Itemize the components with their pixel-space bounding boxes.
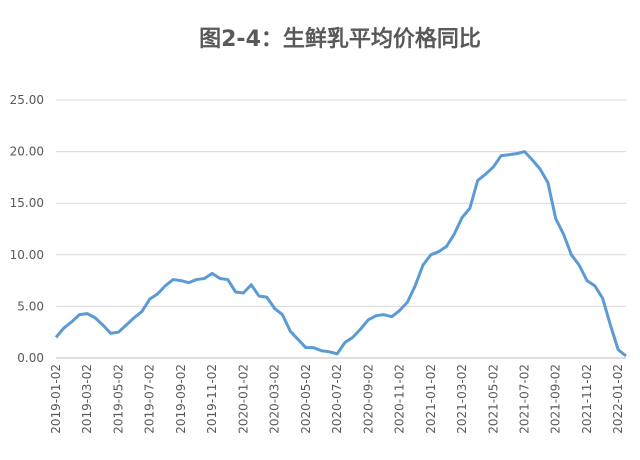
x-tick-label: 2021-01-02: [424, 364, 438, 434]
x-tick-label: 2021-03-02: [455, 364, 469, 434]
y-tick-label: 10.00: [10, 248, 44, 262]
y-tick-label: 20.00: [10, 145, 44, 159]
x-tick-label: 2020-03-02: [268, 364, 282, 434]
x-tick-label: 2021-09-02: [549, 364, 563, 434]
y-tick-label: 25.00: [10, 93, 44, 107]
x-tick-label: 2021-11-02: [580, 364, 594, 434]
chart-title: 图2-4：生鲜乳平均价格同比: [199, 26, 481, 52]
x-tick-label: 2019-05-02: [111, 364, 125, 434]
x-tick-label: 2021-07-02: [517, 364, 531, 434]
x-tick-label: 2019-09-02: [174, 364, 188, 434]
x-tick-label: 2020-05-02: [299, 364, 313, 434]
x-tick-label: 2019-03-02: [80, 364, 94, 434]
x-tick-label: 2019-11-02: [205, 364, 219, 434]
x-tick-label: 2020-07-02: [330, 364, 344, 434]
y-tick-label: 15.00: [10, 196, 44, 210]
y-tick-label: 5.00: [17, 299, 44, 313]
x-tick-label: 2019-01-02: [49, 364, 63, 434]
x-tick-label: 2020-11-02: [393, 364, 407, 434]
x-tick-label: 2019-07-02: [143, 364, 157, 434]
x-tick-label: 2021-05-02: [486, 364, 500, 434]
y-tick-label: 0.00: [17, 351, 44, 365]
x-tick-label: 2020-09-02: [361, 364, 375, 434]
x-tick-label: 2020-01-02: [236, 364, 250, 434]
data-line: [54, 150, 627, 358]
x-tick-label: 2022-01-02: [611, 364, 625, 434]
